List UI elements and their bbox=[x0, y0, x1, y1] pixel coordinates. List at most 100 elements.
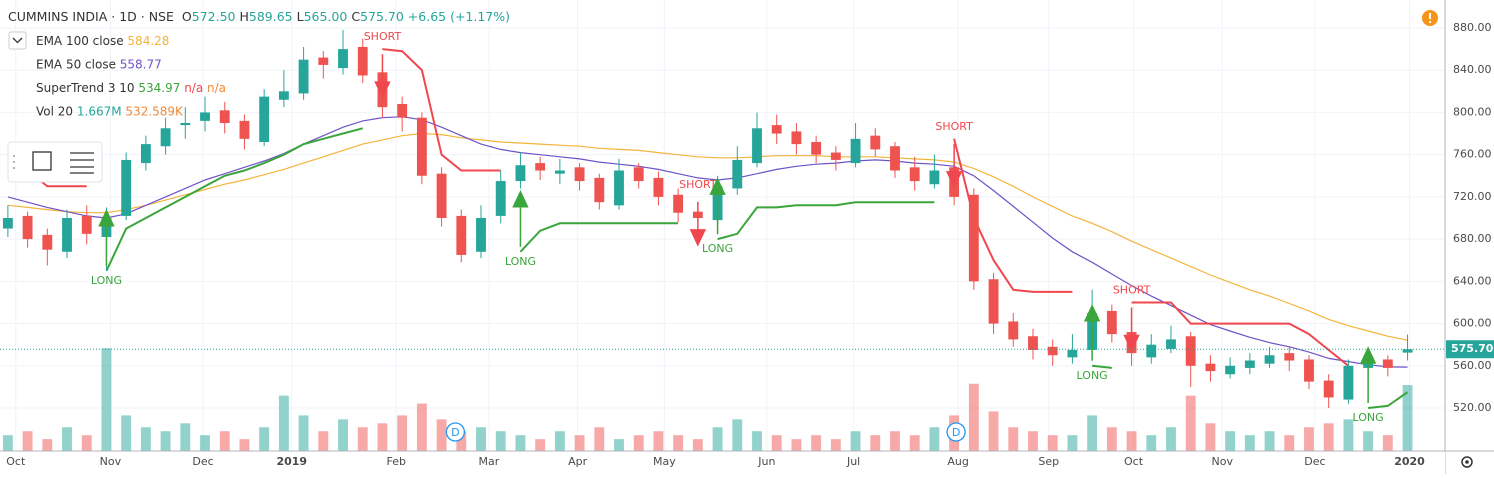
candle-body bbox=[811, 141, 822, 155]
volume-bar bbox=[791, 439, 802, 451]
header: CUMMINS INDIA · 1D · NSE O572.50 H589.65 … bbox=[8, 9, 510, 119]
volume-bar bbox=[712, 427, 723, 451]
x-tick-label: Nov bbox=[1212, 455, 1234, 468]
volume-bar bbox=[1304, 427, 1314, 451]
volume-bar bbox=[1402, 385, 1413, 451]
symbol-title: CUMMINS INDIA · 1D · NSE O572.50 H589.65 … bbox=[8, 9, 510, 24]
x-tick-label: 2019 bbox=[276, 455, 307, 468]
volume-bar bbox=[870, 435, 881, 451]
x-tick-label: Jun bbox=[757, 455, 775, 468]
candle-body bbox=[633, 167, 644, 182]
candle-body bbox=[653, 177, 664, 197]
ema-line bbox=[7, 132, 1408, 341]
volume-bar bbox=[416, 403, 427, 451]
volume-bar bbox=[1343, 419, 1354, 451]
y-tick-label: 840.00 bbox=[1453, 63, 1492, 76]
y-tick-label: 640.00 bbox=[1453, 274, 1492, 287]
volume-bar bbox=[298, 415, 309, 451]
signal-arrow bbox=[1123, 307, 1140, 353]
volume-bar bbox=[830, 439, 841, 451]
candle-body bbox=[554, 170, 565, 174]
volume-bar bbox=[62, 427, 72, 451]
volume-bar bbox=[1244, 435, 1255, 451]
toolbar-grip bbox=[13, 161, 15, 163]
legend-value: 532.589K bbox=[125, 104, 184, 118]
signal-label: LONG bbox=[1353, 411, 1384, 424]
y-tick-label: 800.00 bbox=[1453, 105, 1492, 118]
volume-bar bbox=[1047, 435, 1058, 451]
volume-bar bbox=[200, 435, 210, 451]
x-tick-label: Sep bbox=[1038, 455, 1059, 468]
legend-entry: EMA 100 close 584.28 bbox=[36, 34, 169, 48]
event-marker[interactable] bbox=[946, 422, 966, 442]
volume-bar bbox=[1225, 431, 1236, 451]
volume-bar bbox=[1166, 427, 1176, 451]
volume-bar bbox=[515, 435, 526, 451]
volume-bar bbox=[495, 431, 506, 451]
legend-entry: SuperTrend 3 10 534.97 n/a n/a bbox=[36, 81, 226, 95]
x-tick-label: Apr bbox=[568, 455, 588, 468]
volume-bar bbox=[554, 431, 565, 451]
legend-value: n/a bbox=[184, 81, 203, 95]
x-tick-label: Mar bbox=[479, 455, 500, 468]
volume-bar bbox=[633, 435, 644, 451]
volume-bar bbox=[397, 415, 408, 451]
legend-name: Vol 20 bbox=[36, 104, 73, 118]
volume-bar bbox=[1146, 435, 1157, 451]
volume-bar bbox=[535, 439, 546, 451]
volume-bar bbox=[594, 427, 605, 451]
y-tick-label: 600.00 bbox=[1453, 317, 1492, 330]
volume-bar bbox=[357, 427, 368, 451]
candle-body bbox=[140, 144, 151, 164]
candle-body bbox=[1284, 353, 1295, 361]
candle-body bbox=[1047, 346, 1058, 356]
volume-bar bbox=[377, 423, 388, 451]
volume-bar bbox=[476, 427, 486, 451]
candle-body bbox=[1166, 339, 1176, 349]
legend-value: 1.667M bbox=[77, 104, 122, 118]
last-price-tag bbox=[1446, 340, 1494, 359]
volume-bar bbox=[692, 439, 703, 451]
ohlc-value: 565.00 bbox=[304, 9, 348, 24]
settings-icon[interactable] bbox=[1461, 456, 1473, 468]
volume-bar bbox=[988, 411, 999, 451]
candle-body bbox=[2, 218, 13, 229]
volume-bar bbox=[929, 427, 940, 451]
volume-bar bbox=[968, 383, 979, 451]
supertrend-up bbox=[105, 127, 1409, 409]
candle-body bbox=[850, 138, 861, 164]
legend-value: n/a bbox=[207, 81, 226, 95]
candle-body bbox=[318, 57, 329, 65]
volume-bar bbox=[219, 431, 230, 451]
price-axis-panel bbox=[1445, 0, 1494, 474]
candle-body bbox=[62, 218, 72, 252]
x-tick-label: Nov bbox=[100, 455, 122, 468]
volume-bar bbox=[81, 435, 92, 451]
x-tick-label: Oct bbox=[1124, 455, 1144, 468]
candle-body bbox=[574, 167, 585, 182]
candle-body bbox=[416, 117, 427, 176]
ohlc-value: 575.70 bbox=[360, 9, 404, 24]
volume-bar bbox=[1008, 427, 1019, 451]
volume-bar bbox=[1126, 431, 1137, 451]
x-tick-label: Jul bbox=[846, 455, 860, 468]
tool-rectangle[interactable] bbox=[32, 151, 52, 171]
volume-bar bbox=[1284, 435, 1295, 451]
candle-body bbox=[298, 59, 309, 94]
candle-body bbox=[42, 234, 53, 250]
tool-menu[interactable] bbox=[70, 152, 94, 174]
candle-body bbox=[830, 152, 841, 160]
signal-arrow bbox=[1359, 346, 1377, 404]
volume-bar bbox=[22, 431, 33, 451]
candle-body bbox=[397, 103, 408, 118]
candle-body bbox=[752, 128, 762, 164]
signal-label: LONG bbox=[702, 242, 733, 255]
legend-value: 584.28 bbox=[127, 34, 169, 48]
legend-toggle[interactable] bbox=[8, 31, 27, 50]
alert-icon-mark bbox=[1429, 13, 1431, 19]
volume-bar bbox=[239, 439, 250, 451]
event-marker[interactable] bbox=[445, 422, 466, 442]
candle-body bbox=[515, 165, 526, 182]
